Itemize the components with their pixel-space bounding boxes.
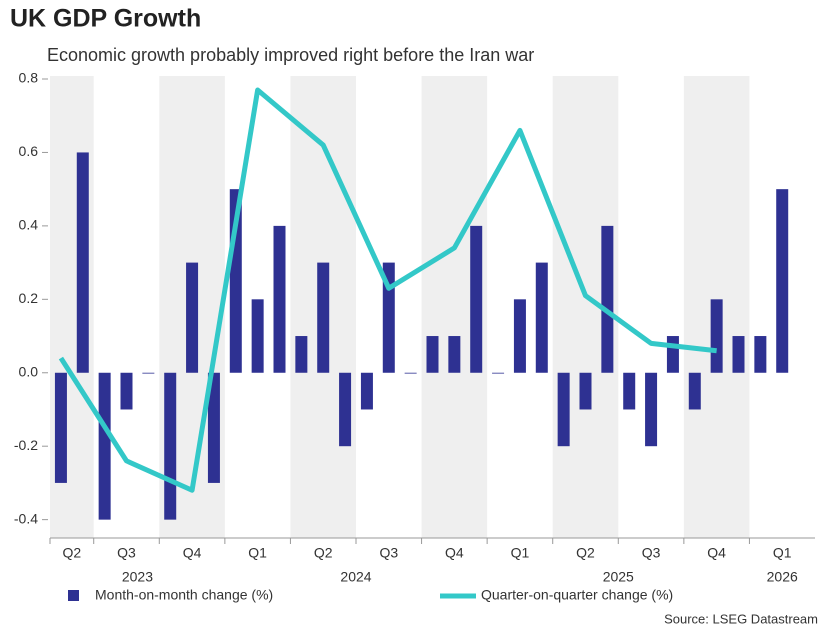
chart-title: UK GDP Growth — [10, 5, 201, 33]
bar — [623, 372, 636, 410]
y-tick-label: 0.4 — [19, 217, 39, 233]
bar — [492, 372, 505, 374]
x-tick-label: Q1 — [511, 545, 530, 561]
y-tick-label: 0.6 — [19, 143, 39, 159]
bar — [732, 336, 745, 373]
bar — [251, 299, 264, 373]
bar — [601, 225, 614, 373]
bar — [142, 372, 155, 374]
bar — [710, 299, 723, 373]
bar — [666, 336, 679, 373]
x-tick-label: Q2 — [63, 545, 82, 561]
year-label: 2024 — [340, 569, 371, 585]
bar — [404, 372, 417, 374]
bar — [448, 336, 461, 373]
y-tick-label: -0.4 — [14, 510, 38, 526]
x-tick-label: Q1 — [773, 545, 792, 561]
x-tick-label: Q2 — [576, 545, 595, 561]
bar — [98, 372, 111, 520]
bar — [776, 189, 789, 373]
y-tick-label: 0.0 — [19, 363, 39, 379]
y-tick-label: 0.2 — [19, 290, 39, 306]
bar — [645, 372, 658, 447]
legend-swatch — [68, 590, 79, 601]
source: Source: LSEG Datastream — [664, 611, 818, 626]
year-label: 2025 — [603, 569, 634, 585]
bar — [535, 262, 548, 373]
x-tick-label: Q3 — [379, 545, 398, 561]
legend-label: Month-on-month change (%) — [95, 587, 273, 603]
x-tick-label: Q1 — [248, 545, 267, 561]
bar — [513, 299, 526, 373]
bar — [688, 372, 701, 410]
bar — [164, 372, 177, 520]
bar — [273, 225, 286, 373]
bar — [426, 336, 439, 373]
bar — [76, 152, 89, 373]
x-tick-label: Q3 — [117, 545, 136, 561]
bar — [339, 372, 352, 447]
bar — [186, 262, 199, 373]
x-tick-label: Q2 — [314, 545, 333, 561]
line-series — [58, 87, 717, 493]
bar — [317, 262, 330, 373]
bar — [470, 225, 483, 373]
x-tick-label: Q4 — [707, 545, 726, 561]
x-tick-label: Q4 — [183, 545, 202, 561]
x-tick-label: Q4 — [445, 545, 464, 561]
bar — [120, 372, 133, 410]
bar — [579, 372, 592, 410]
bar — [754, 336, 767, 373]
year-label: 2023 — [122, 569, 153, 585]
bar — [207, 372, 220, 483]
legend-label: Quarter-on-quarter change (%) — [481, 587, 673, 603]
bar — [382, 262, 395, 373]
bar — [54, 372, 67, 483]
y-tick-label: -0.2 — [14, 437, 38, 453]
chart-subtitle: Economic growth probably improved right … — [47, 45, 534, 65]
x-tick-label: Q3 — [642, 545, 661, 561]
bar — [360, 372, 373, 410]
bar — [295, 336, 308, 373]
year-label: 2026 — [767, 569, 798, 585]
y-tick-label: 0.8 — [19, 70, 39, 86]
bar — [557, 372, 570, 447]
